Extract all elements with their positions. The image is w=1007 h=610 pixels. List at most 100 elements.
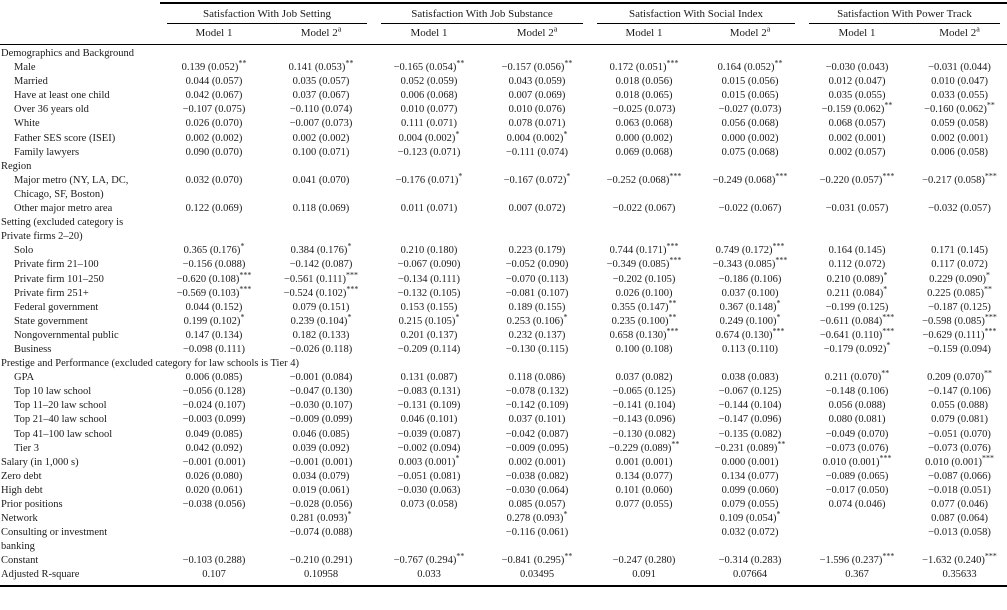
coefficient-cell: −0.067 (0.090) <box>397 259 461 271</box>
coefficient-cell: 0.35633 <box>912 568 1007 587</box>
row-label: Over 36 years old <box>14 104 89 116</box>
coefficient-cell: 0.235 (0.100)** <box>611 312 677 327</box>
table-row: GPA 0.006 (0.085) −0.001 (0.084) 0.131 (0.0… <box>0 368 1007 385</box>
coefficient-cell: −0.025 (0.073) <box>612 104 676 116</box>
coefficient-cell: 0.122 (0.069) <box>185 203 243 215</box>
coefficient-cell: −0.074 (0.088) <box>289 527 353 539</box>
significance-stars: * <box>566 171 571 181</box>
model1-header: Model 1 <box>802 24 913 45</box>
coefficient-cell: −0.210 (0.291) <box>289 555 353 567</box>
coefficient-cell: 0.111 (0.071) <box>400 118 458 130</box>
coefficient-cell: 0.365 (0.176)* <box>183 241 245 257</box>
significance-stars: * <box>347 312 352 322</box>
coefficient-cell: −0.349 (0.085)*** <box>606 255 682 271</box>
coefficient-cell: 0.032 (0.070) <box>185 174 243 186</box>
significance-stars: ** <box>983 368 992 378</box>
coefficient-cell: 0.000 (0.002) <box>721 132 779 144</box>
coefficient-cell: 0.134 (0.077) <box>615 470 673 482</box>
coefficient-cell: 0.210 (0.089)* <box>826 270 888 285</box>
coefficient-cell: −0.157 (0.056)** <box>501 58 573 74</box>
coefficient-cell: −0.134 (0.111) <box>397 273 460 285</box>
coefficient-cell: 0.046 (0.085) <box>292 428 350 440</box>
coefficient-cell: 0.384 (0.176)* <box>290 241 352 257</box>
section-label: Prestige and Performance (excluded categ… <box>1 358 299 370</box>
coefficient-cell: −0.767 (0.294)** <box>393 551 465 567</box>
row-label: Salary (in 1,000 s) <box>1 456 79 468</box>
stub-header <box>0 24 160 45</box>
significance-stars: * <box>458 171 463 181</box>
coefficient-cell: 0.210 (0.180) <box>400 245 458 257</box>
significance-stars: *** <box>239 270 252 279</box>
coefficient-cell: 0.091 <box>590 568 699 587</box>
coefficient-cell: 0.074 (0.046) <box>828 499 886 510</box>
section-row: Demographics and Background <box>0 45 1007 62</box>
coefficient-cell: 0.201 (0.137) <box>400 329 458 341</box>
significance-stars: *** <box>669 255 682 265</box>
significance-stars: * <box>985 270 990 279</box>
coefficient-cell: −1.596 (0.237)*** <box>819 551 895 567</box>
coefficient-cell: −0.052 (0.090) <box>505 259 569 271</box>
coefficient-cell: 0.037 (0.067) <box>292 90 350 102</box>
coefficient-cell: 0.07664 <box>698 568 803 587</box>
row-label: Married <box>14 76 48 88</box>
coefficient-cell: −0.089 (0.065) <box>825 470 889 482</box>
coefficient-cell: 0.101 (0.060) <box>615 484 673 496</box>
coefficient-cell: 0.229 (0.090)* <box>929 270 990 285</box>
coefficient-cell: −0.130 (0.082) <box>612 428 676 440</box>
coefficient-cell: −0.159 (0.094) <box>928 343 991 355</box>
coefficient-cell: 0.004 (0.002)* <box>398 129 460 144</box>
coefficient-cell: −0.314 (0.283) <box>718 555 782 567</box>
coefficient-cell: −0.013 (0.058) <box>928 527 991 539</box>
coefficient-cell: −0.030 (0.064) <box>505 484 569 496</box>
coefficient-cell: −0.135 (0.082) <box>718 428 782 440</box>
coefficient-cell: −0.030 (0.063) <box>397 484 461 496</box>
coefficient-cell: −0.022 (0.067) <box>718 203 782 215</box>
row-label: White <box>14 118 40 130</box>
significance-stars: ** <box>983 284 992 294</box>
coefficient-cell: −0.001 (0.001) <box>289 456 353 468</box>
coefficient-cell: 0.037 (0.100) <box>721 287 779 299</box>
coefficient-cell: −0.047 (0.130) <box>289 386 353 398</box>
table-header: Satisfaction With Job Setting Satisfacti… <box>0 2 1007 45</box>
coefficient-cell: 0.153 (0.155) <box>400 301 458 313</box>
coefficient-cell: 0.052 (0.059) <box>400 76 458 88</box>
table-row: Prior positions −0.038 (0.056) −0.028 (0.0… <box>0 498 1007 512</box>
coefficient-cell: 0.006 (0.068) <box>400 90 458 102</box>
row-label: Private firm 21–100 <box>14 259 99 271</box>
coefficient-cell: 0.112 (0.072) <box>828 259 886 271</box>
coefficient-cell: −0.083 (0.131) <box>397 386 461 398</box>
coefficient-cell: 0.674 (0.130)*** <box>715 326 785 341</box>
coefficient-cell: −0.049 (0.070) <box>825 428 889 440</box>
coefficient-cell: 0.010 (0.076) <box>508 104 566 116</box>
coefficient-cell: −0.231 (0.089)** <box>714 439 786 454</box>
significance-stars: *** <box>981 453 994 463</box>
coefficient-cell: 0.003 (0.001)* <box>398 453 460 468</box>
coefficient-cell: 0.012 (0.047) <box>828 76 886 88</box>
table-row: Federal government 0.044 (0.152) 0.079 (0.… <box>0 299 1007 315</box>
coefficient-cell: 0.049 (0.085) <box>185 428 243 440</box>
coefficient-cell: 0.215 (0.105)* <box>398 312 460 327</box>
coefficient-cell: −0.039 (0.087) <box>397 428 461 440</box>
model2-superscript: a <box>766 24 771 34</box>
significance-stars: *** <box>239 284 252 294</box>
coefficient-cell: −0.022 (0.067) <box>612 203 676 215</box>
row-label: Zero debt <box>1 470 42 482</box>
coefficient-cell: −0.017 (0.050) <box>825 484 889 496</box>
row-label: Top 21–40 law school <box>14 414 107 426</box>
coefficient-cell: 0.018 (0.065) <box>615 90 673 102</box>
coefficient-cell: 0.033 (0.055) <box>931 90 988 102</box>
row-label: Private firm 251+ <box>14 287 89 299</box>
table-row: Married 0.044 (0.057) 0.035 (0.057) 0.052 (… <box>0 75 1007 89</box>
table-row: Tier 3 0.042 (0.092) 0.039 (0.092) −0.002 (… <box>0 439 1007 456</box>
coefficient-cell: −0.229 (0.089)** <box>608 439 680 454</box>
table-row: Salary (in 1,000 s) −0.001 (0.001) −0.001 … <box>0 453 1007 470</box>
significance-stars: *** <box>882 551 895 561</box>
coefficient-cell: 0.079 (0.055) <box>721 499 779 510</box>
section-row: Setting (excluded category is Private fir… <box>0 216 1007 244</box>
coefficient-cell: 0.042 (0.092) <box>185 442 243 454</box>
coefficient-cell: 0.010 (0.047) <box>931 76 988 88</box>
row-label: Top 11–20 law school <box>14 400 107 412</box>
table-row: Adjusted R-square 0.107 0.10958 0.033 0.0349… <box>0 568 1007 587</box>
coefficient-cell: 0.068 (0.057) <box>828 118 886 130</box>
coefficient-cell: −0.343 (0.085)*** <box>712 255 788 271</box>
